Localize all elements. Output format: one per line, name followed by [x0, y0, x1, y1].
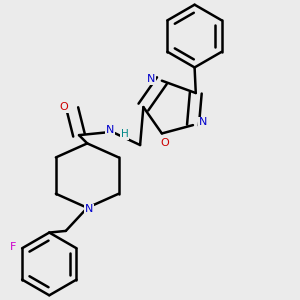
Text: O: O: [60, 102, 68, 112]
Text: N: N: [85, 204, 93, 214]
Text: F: F: [10, 242, 16, 252]
Text: N: N: [147, 74, 155, 84]
Text: N: N: [106, 125, 115, 135]
Text: N: N: [200, 118, 208, 128]
Text: O: O: [160, 138, 169, 148]
Text: H: H: [121, 130, 128, 140]
